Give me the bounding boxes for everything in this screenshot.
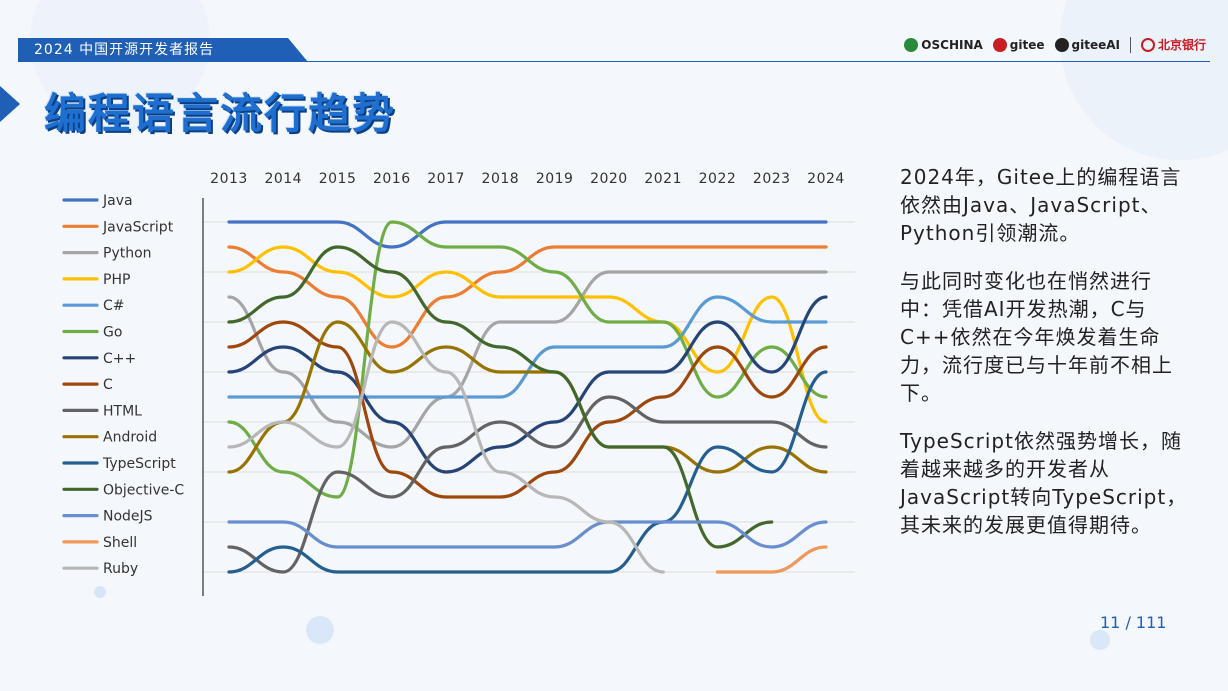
series-python	[227, 270, 828, 449]
legend-item: Ruby	[62, 561, 138, 577]
series-line	[227, 220, 828, 499]
logo-separator	[1129, 36, 1131, 53]
series-javascript	[227, 245, 828, 349]
series-c-	[227, 295, 828, 474]
legend-item: JavaScript	[62, 219, 174, 235]
legend-label: Ruby	[103, 561, 138, 577]
legend-item: Shell	[62, 535, 137, 551]
series-line	[715, 545, 828, 574]
legend-item: Android	[62, 430, 157, 446]
series-typescript	[227, 370, 828, 574]
legend-label: C#	[103, 298, 125, 314]
legend-label: NodeJS	[103, 509, 153, 525]
legend-item: Java	[62, 193, 133, 209]
series-line	[227, 245, 828, 349]
legend-label: PHP	[103, 272, 130, 288]
report-label: 2024 中国开源开发者报告	[18, 38, 308, 62]
bump-chart: 2013 2014 2015 2016 2017 2018 2019 2020 2021 2022…	[62, 171, 855, 596]
legend-label: Python	[103, 246, 152, 262]
chart-container: 2013 2014 2015 2016 2017 2018 2019 2020 2021 2022…	[0, 150, 870, 620]
gitee-ai-logo-icon	[1054, 37, 1069, 52]
series-line	[227, 245, 774, 549]
legend-label: HTML	[103, 403, 142, 419]
series-html	[227, 395, 828, 574]
gitee-ai-logo: giteeAI	[1054, 37, 1120, 52]
series-objective-c	[227, 245, 774, 549]
oschina-logo-icon	[904, 37, 919, 52]
series-ruby	[227, 320, 665, 574]
legend-item: HTML	[62, 403, 142, 419]
legend-item: PHP	[62, 272, 130, 288]
series-line	[227, 220, 828, 249]
x-tick-label: 2020	[590, 171, 628, 187]
bank-logo-text: 北京银行	[1157, 38, 1206, 52]
oschina-logo-text: OSCHINA	[921, 37, 983, 52]
series-line	[227, 295, 828, 474]
legend-item: Go	[62, 325, 122, 341]
series-android	[227, 320, 828, 474]
series-line	[227, 370, 828, 574]
legend-label: Java	[102, 193, 133, 209]
series-php	[227, 245, 828, 424]
x-tick-label: 2017	[427, 171, 465, 187]
series-line	[227, 320, 665, 574]
gitee-logo-text: gitee	[1009, 37, 1045, 52]
gitee-logo-icon	[992, 37, 1007, 52]
x-tick-label: 2018	[482, 171, 520, 187]
x-tick-label: 2023	[753, 171, 791, 187]
legend-label: Objective-C	[103, 482, 184, 498]
x-tick-label: 2016	[373, 171, 411, 187]
legend-item: Objective-C	[62, 482, 184, 498]
bank-logo-icon	[1140, 37, 1155, 52]
text-panel: 2024年，Gitee上的编程语言依然由Java、JavaScript、Pyth…	[900, 163, 1190, 559]
legend-label: Android	[103, 430, 157, 446]
series-line	[227, 320, 828, 474]
x-tick-label: 2024	[807, 171, 845, 187]
title-arrow-icon	[0, 86, 20, 122]
series-line	[227, 395, 828, 574]
x-tick-label: 2021	[644, 171, 682, 187]
legend-label: Shell	[103, 535, 137, 551]
legend-label: TypeScript	[102, 456, 176, 472]
x-tick-label: 2019	[536, 171, 574, 187]
legend-label: C	[103, 377, 113, 393]
logo-bar: OSCHINA gitee giteeAI 北京银行	[904, 36, 1206, 53]
series-nodejs	[227, 520, 828, 549]
legend-label: JavaScript	[102, 219, 174, 235]
legend-item: Python	[62, 246, 152, 262]
paragraph-3: TypeScript依然强势增长，随着越来越多的开发者从JavaScript转向…	[900, 429, 1188, 537]
series-line	[227, 270, 828, 449]
gitee-logo: gitee	[992, 37, 1045, 52]
series-shell	[715, 545, 828, 574]
page-number: 11 / 111	[1100, 613, 1167, 632]
legend-item: C	[62, 377, 113, 393]
legend-item: TypeScript	[62, 456, 176, 472]
legend-item: C#	[62, 298, 125, 314]
series-java	[227, 220, 828, 249]
paragraph-1: 2024年，Gitee上的编程语言依然由Java、JavaScript、Pyth…	[900, 165, 1182, 245]
bank-of-beijing-logo: 北京银行	[1140, 36, 1206, 53]
header-divider	[18, 61, 1210, 62]
legend-item: C++	[62, 351, 136, 367]
gitee-ai-logo-text: giteeAI	[1071, 37, 1120, 52]
series-c-	[227, 295, 828, 399]
legend-label: Go	[103, 325, 122, 341]
oschina-logo: OSCHINA	[904, 37, 983, 52]
paragraph-2: 与此同时变化也在悄然进行中：凭借AI开发热潮，C与C++依然在今年焕发着生命力，…	[900, 269, 1173, 405]
page-title: 编程语言流行趋势	[44, 89, 397, 138]
x-tick-label: 2015	[319, 171, 357, 187]
series-line	[227, 295, 828, 399]
legend-label: C++	[103, 351, 136, 367]
x-tick-label: 2022	[699, 171, 737, 187]
x-tick-label: 2013	[210, 171, 248, 187]
series-go	[227, 220, 828, 499]
series-line	[227, 520, 828, 549]
legend-item: NodeJS	[62, 509, 153, 525]
x-tick-label: 2014	[264, 171, 302, 187]
series-line	[227, 245, 828, 424]
legend: Java JavaScript Python PHP C# Go C++ C HTML Andro…	[62, 193, 184, 577]
